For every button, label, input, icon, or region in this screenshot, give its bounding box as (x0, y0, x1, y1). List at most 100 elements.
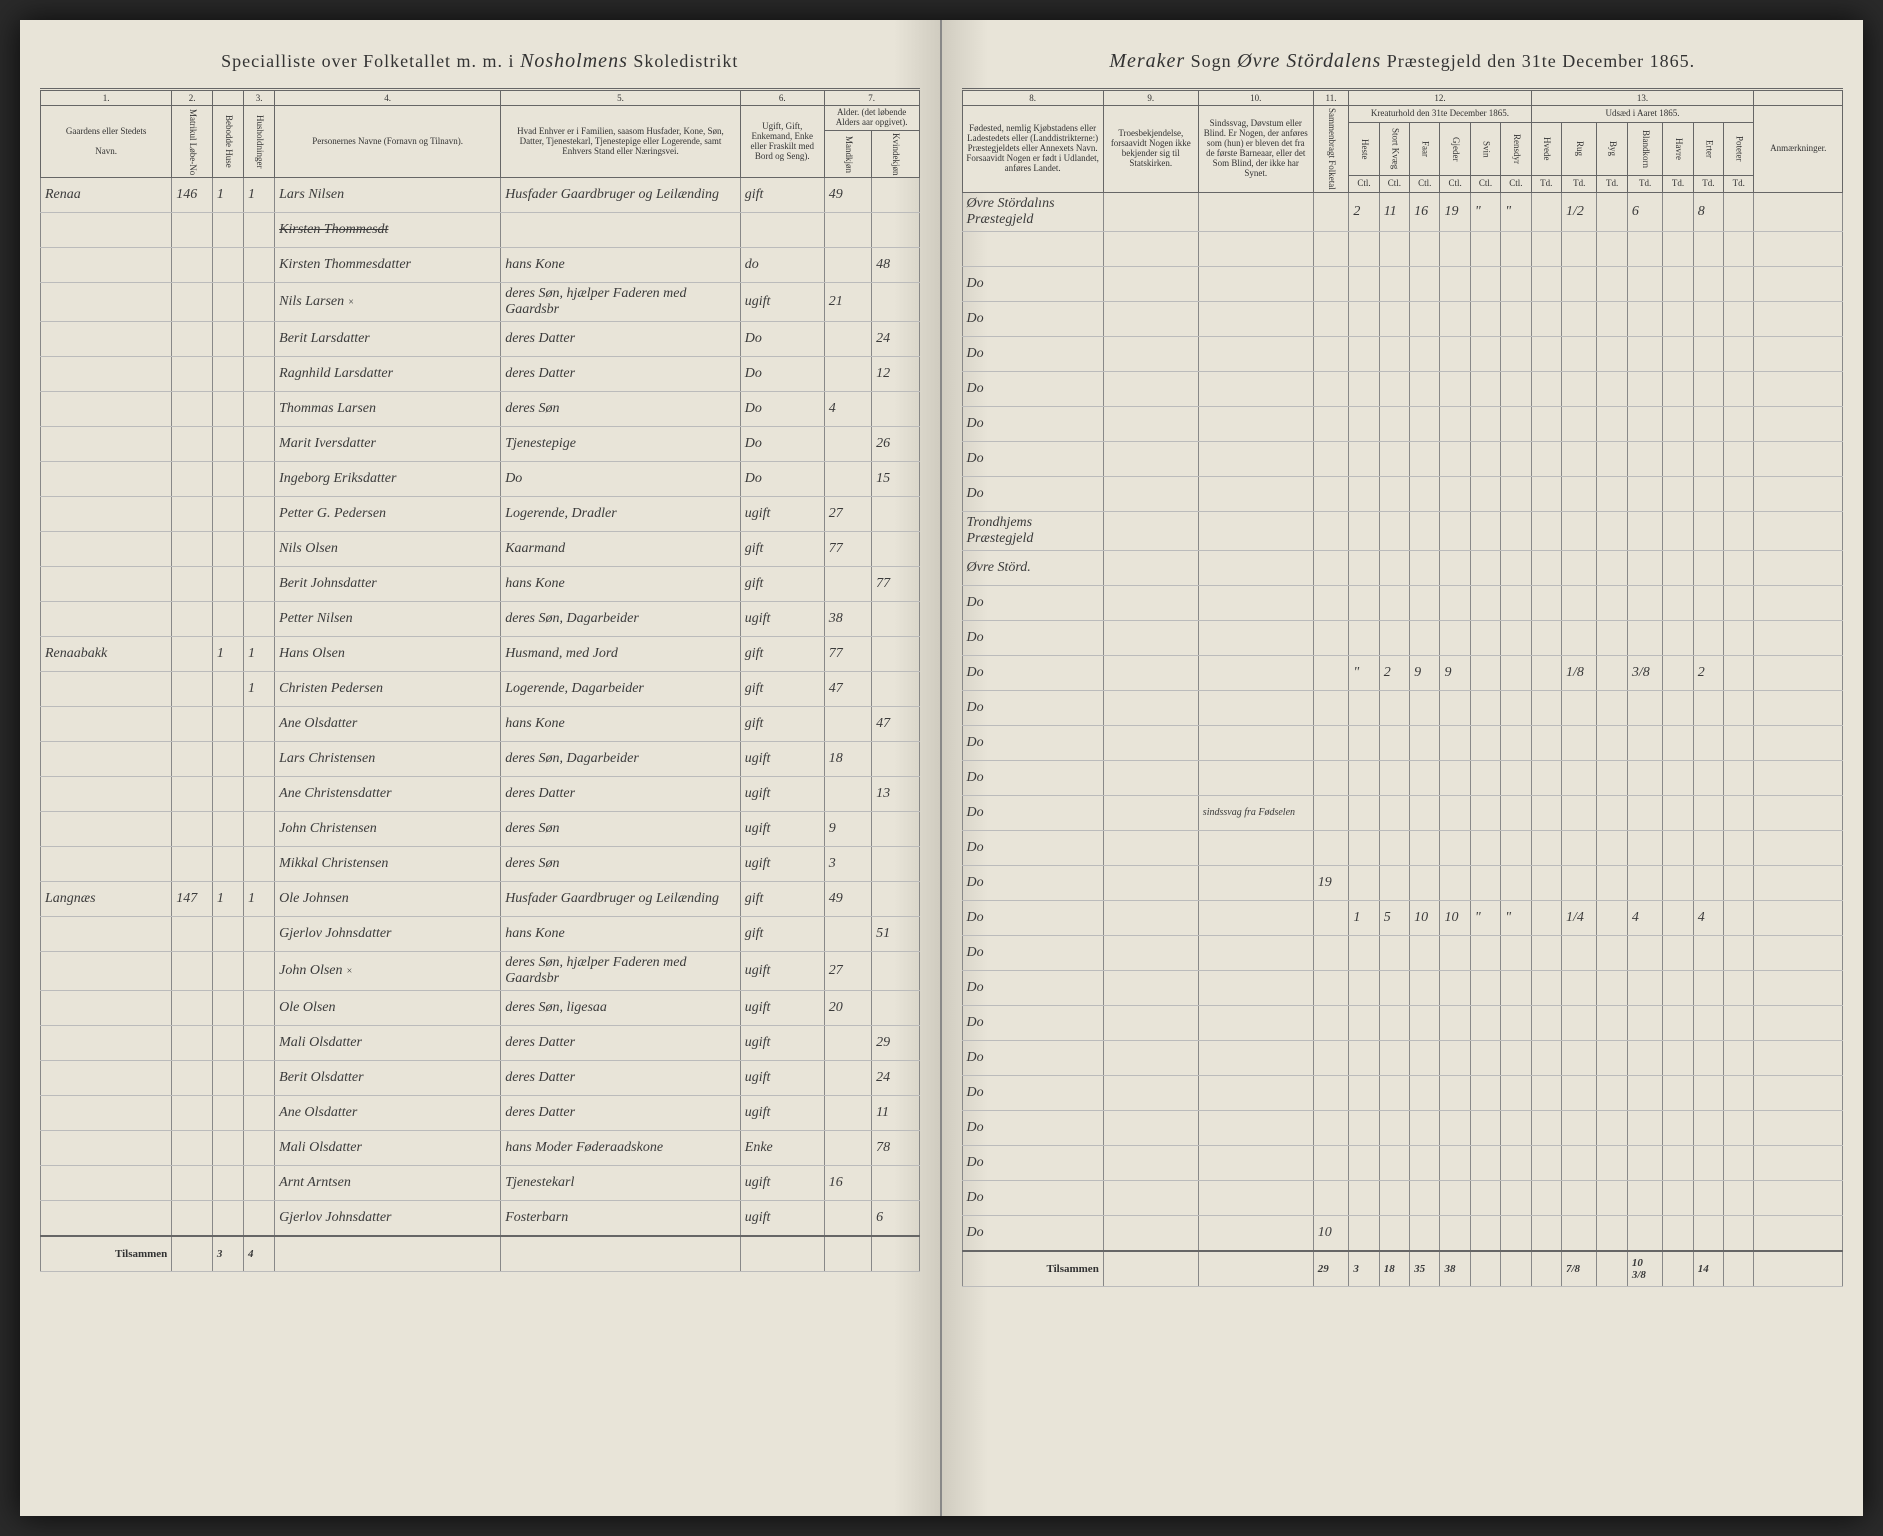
cell-hus (244, 1131, 275, 1166)
cell-kreat (1501, 336, 1531, 371)
cell-sam (1313, 266, 1349, 301)
cell-hus (244, 812, 275, 847)
cell-navn: Nils Larsen × (275, 283, 501, 322)
fs11: 14 (1693, 1251, 1723, 1287)
cell-kreat (1470, 865, 1500, 900)
table-row: Do (962, 1005, 1843, 1040)
cell-matr (172, 952, 213, 991)
cell-hus (244, 462, 275, 497)
cell-beb (212, 672, 243, 707)
cell-kreat (1663, 231, 1693, 266)
table-row: Do19 (962, 865, 1843, 900)
cell-anm (1754, 1075, 1843, 1110)
cell-kreat (1531, 830, 1561, 865)
cell-kreat (1349, 301, 1379, 336)
cell-gift: gift (740, 532, 824, 567)
cell-anm (1754, 690, 1843, 725)
header-sogn-label: Sogn (1191, 51, 1232, 71)
cell-anm (1754, 301, 1843, 336)
cell-hus (244, 392, 275, 427)
cell-kreat (1531, 336, 1561, 371)
cell-anm (1754, 476, 1843, 511)
cell-kreat (1440, 511, 1470, 550)
cell-stand: hans Kone (501, 917, 741, 952)
col-9: 9. (1103, 90, 1198, 106)
cell-hus (244, 1096, 275, 1131)
cell-stand: deres Søn, hjælper Faderen med Gaardsbr (501, 952, 741, 991)
cell-kreat: " (1501, 192, 1531, 231)
cell-hus (244, 952, 275, 991)
cell-kreat (1349, 1075, 1379, 1110)
table-row: Marit IversdatterTjenestepigeDo26 (41, 427, 920, 462)
cell-sam (1313, 1075, 1349, 1110)
cell-sam (1313, 231, 1349, 266)
cell-kreat (1724, 1215, 1754, 1251)
cell-hus: 1 (244, 637, 275, 672)
cell-kreat (1693, 231, 1723, 266)
col-7: 7. (824, 90, 919, 106)
cell-kreat (1501, 371, 1531, 406)
cell-kreat (1627, 725, 1663, 760)
table-row: Do (962, 725, 1843, 760)
table-row: Mikkal Christensenderes Sønugift3 (41, 847, 920, 882)
cell-navn: Petter G. Pedersen (275, 497, 501, 532)
cell-kreat (1663, 1040, 1693, 1075)
cell-sam (1313, 655, 1349, 690)
cell-kreat (1410, 406, 1440, 441)
cell-stand: Husfader Gaardbruger og Leilænding (501, 882, 741, 917)
cell-hus (244, 707, 275, 742)
cell-kreat (1561, 690, 1597, 725)
cell-kreat (1724, 511, 1754, 550)
cell-kreat (1410, 830, 1440, 865)
th-sam: Sammenbragt Folketal (1313, 106, 1349, 193)
cell-kreat (1349, 865, 1379, 900)
cell-kreat (1724, 371, 1754, 406)
cell-fode: Do (962, 406, 1103, 441)
cell-alder-k (872, 812, 919, 847)
cell-gaard (41, 952, 172, 991)
cell-kreat (1693, 725, 1723, 760)
cell-sind (1198, 550, 1313, 585)
table-row: Do (962, 830, 1843, 865)
cell-matr (172, 462, 213, 497)
cell-tro (1103, 511, 1198, 550)
cell-kreat (1597, 1110, 1627, 1145)
ctl3: Ctl. (1410, 175, 1440, 192)
fs5 (1501, 1251, 1531, 1287)
cell-gift: gift (740, 672, 824, 707)
cell-sam: 10 (1313, 1215, 1349, 1251)
cell-matr (172, 1061, 213, 1096)
cell-beb (212, 427, 243, 462)
cell-alder-k (872, 602, 919, 637)
cell-beb (212, 917, 243, 952)
table-row: Kirsten Thommesdatterhans Konedo48 (41, 248, 920, 283)
cell-kreat (1531, 371, 1561, 406)
cell-alder-k: 6 (872, 1201, 919, 1237)
th-fode: Fødested, nemlig Kjøbstadens eller Lades… (962, 106, 1103, 193)
cell-kreat: " (1470, 192, 1500, 231)
cell-fode: Do (962, 585, 1103, 620)
cell-navn: Ingeborg Eriksdatter (275, 462, 501, 497)
cell-anm (1754, 336, 1843, 371)
cell-gaard (41, 1201, 172, 1237)
cell-hus (244, 1201, 275, 1237)
cell-alder-m: 47 (824, 672, 871, 707)
cell-gift: ugift (740, 952, 824, 991)
cell-beb (212, 1096, 243, 1131)
cell-kreat (1349, 441, 1379, 476)
cell-tro (1103, 1215, 1198, 1251)
cell-sam (1313, 830, 1349, 865)
cell-kreat (1379, 550, 1409, 585)
census-book: Specialliste over Folketallet m. m. i No… (20, 20, 1863, 1516)
cell-kreat (1663, 935, 1693, 970)
cell-kreat (1379, 760, 1409, 795)
table-row: Mali Olsdatterhans Moder FøderaadskoneEn… (41, 1131, 920, 1166)
cell-alder-m (824, 1096, 871, 1131)
cell-fode: Trondhjems Præstegjeld (962, 511, 1103, 550)
th-sind: Sindssvag, Døvstum eller Blind. Er Nogen… (1198, 106, 1313, 193)
cell-sam (1313, 970, 1349, 1005)
cell-kreat (1724, 1005, 1754, 1040)
th-matr: Matrikul Løbe-No (172, 106, 213, 178)
table-row: Thommas Larsenderes SønDo4 (41, 392, 920, 427)
cell-stand: deres Søn, Dagarbeider (501, 742, 741, 777)
